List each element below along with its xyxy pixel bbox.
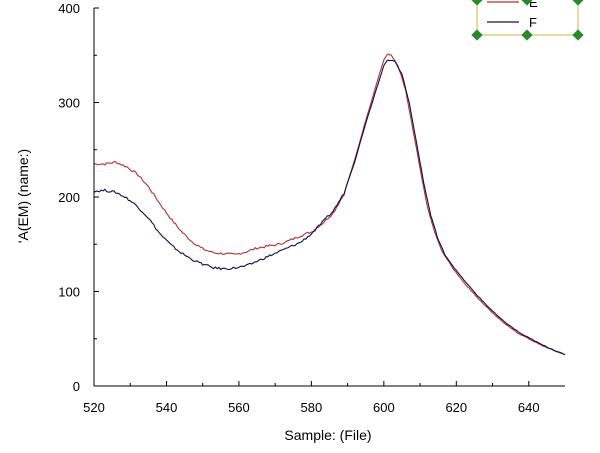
legend[interactable]: EF (471, 0, 584, 41)
x-tick-label: 540 (156, 400, 178, 415)
legend-label-e: E (529, 0, 538, 10)
x-tick-label: 580 (301, 400, 323, 415)
x-tick-label: 620 (445, 400, 467, 415)
legend-box[interactable] (476, 0, 579, 36)
axes: 0 100 200 300 400 520 540 560 580 600 620 640 (58, 1, 565, 415)
legend-label-f: F (529, 15, 537, 30)
y-tick-label: 300 (58, 96, 80, 111)
x-axis-title: Sample: (File) (284, 427, 371, 443)
series-line-f (93, 59, 566, 356)
series-line-e (93, 53, 566, 356)
plot-area (93, 53, 566, 356)
y-tick-label: 100 (58, 285, 80, 300)
x-tick-label: 560 (228, 400, 250, 415)
x-tick-label: 600 (373, 400, 395, 415)
x-tick-label: 520 (83, 400, 105, 415)
y-axis-title: 'A(EM) (name:) (15, 149, 31, 243)
y-tick-label: 0 (73, 379, 80, 394)
x-tick-label: 640 (518, 400, 540, 415)
y-tick-label: 200 (58, 190, 80, 205)
y-tick-label: 400 (58, 1, 80, 16)
